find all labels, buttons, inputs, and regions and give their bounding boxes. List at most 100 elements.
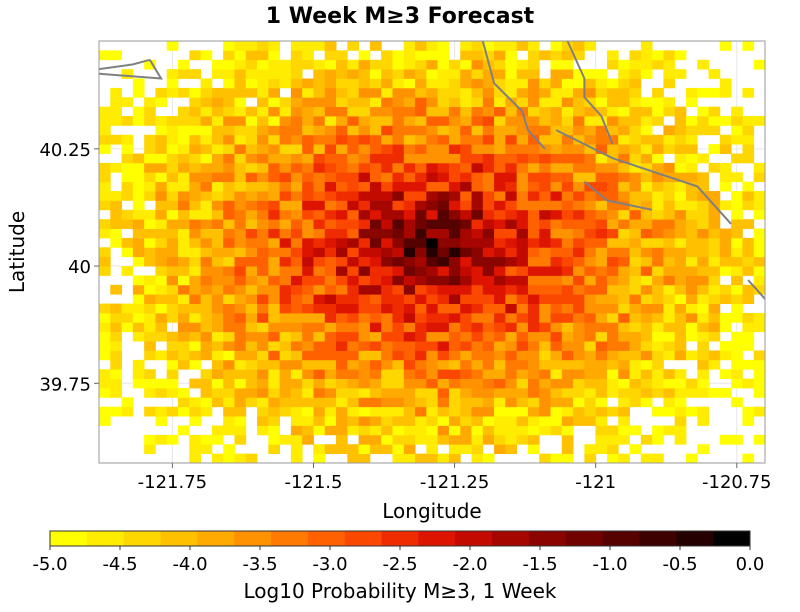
heatmap-cell (460, 284, 472, 295)
heatmap-cell (697, 416, 709, 426)
heatmap-cell (302, 78, 314, 89)
heatmap-cell (302, 341, 314, 351)
heatmap-cell (697, 406, 709, 417)
heatmap-cell (505, 200, 518, 211)
heatmap-cell (460, 369, 472, 379)
heatmap-cell (313, 453, 326, 464)
colorbar-swatch (234, 531, 272, 546)
heatmap-cell (573, 294, 585, 304)
heatmap-cell (731, 134, 743, 145)
heatmap-cell (268, 116, 281, 126)
heatmap-cell (663, 125, 676, 136)
heatmap-cell (121, 237, 134, 248)
heatmap-cell (674, 350, 687, 361)
heatmap-cell (268, 237, 281, 248)
heatmap-cell (223, 78, 235, 89)
heatmap-cell (561, 378, 574, 389)
heatmap-cell (336, 312, 348, 323)
heatmap-cell (234, 191, 247, 201)
heatmap-cell (674, 125, 687, 136)
heatmap-cell (437, 416, 450, 426)
heatmap-cell (629, 266, 642, 276)
heatmap-cell (595, 162, 608, 173)
heatmap-cell (494, 322, 506, 333)
heatmap-cell (302, 41, 314, 51)
heatmap-cell (211, 312, 224, 323)
heatmap-cell (527, 425, 540, 436)
heatmap-cell (302, 294, 314, 304)
heatmap-cell (324, 284, 337, 295)
heatmap-cell (211, 434, 224, 445)
heatmap-cell (606, 350, 619, 361)
heatmap-cell (426, 144, 439, 154)
heatmap-cell (381, 359, 393, 370)
heatmap-cell (369, 172, 382, 183)
heatmap-cell (448, 134, 461, 145)
heatmap-cell (697, 359, 709, 370)
heatmap-cell (358, 434, 371, 445)
heatmap-cell (505, 59, 518, 70)
heatmap-cell (697, 116, 709, 126)
heatmap-cell (245, 41, 258, 51)
heatmap-cell (200, 116, 213, 126)
heatmap-cell (505, 350, 518, 361)
heatmap-cell (268, 144, 281, 154)
heatmap-cell (358, 247, 371, 258)
heatmap-cell (606, 387, 619, 398)
heatmap-cell (313, 369, 326, 379)
heatmap-cell (110, 369, 122, 379)
heatmap-cell (290, 387, 303, 398)
heatmap-cell (685, 97, 698, 108)
x-tick-label: -120.75 (702, 472, 771, 493)
heatmap-cell (211, 144, 224, 154)
heatmap-cell (539, 116, 551, 126)
heatmap-cell (606, 406, 619, 417)
heatmap-cell (606, 444, 619, 455)
heatmap-cell (663, 266, 676, 276)
heatmap-cell (640, 97, 653, 108)
heatmap-cell (200, 434, 213, 445)
heatmap-cell (505, 256, 518, 267)
heatmap-cell (415, 191, 427, 201)
heatmap-cell (178, 87, 190, 98)
heatmap-cell (573, 406, 585, 417)
heatmap-cell (685, 350, 698, 361)
heatmap-cell (211, 162, 224, 173)
heatmap-cell (155, 162, 168, 173)
colorbar (49, 530, 751, 547)
heatmap-cell (381, 294, 393, 304)
heatmap-cell (257, 97, 269, 108)
heatmap-cell (437, 406, 450, 417)
heatmap-cell (369, 144, 382, 154)
heatmap-cell (663, 50, 676, 61)
heatmap-cell (663, 209, 676, 220)
heatmap-cell (482, 331, 495, 342)
heatmap-cell (539, 359, 551, 370)
heatmap-cell (178, 397, 190, 408)
heatmap-cell (110, 116, 122, 126)
heatmap-cell (494, 41, 506, 51)
heatmap-cell (674, 275, 687, 286)
heatmap-cell (437, 181, 450, 192)
heatmap-cell (245, 50, 258, 61)
heatmap-cell (640, 397, 653, 408)
heatmap-cell (742, 312, 755, 323)
heatmap-cell (561, 303, 574, 314)
heatmap-cell (629, 69, 642, 79)
heatmap-cell (426, 181, 439, 192)
heatmap-cell (166, 303, 179, 314)
heatmap-cell (471, 275, 484, 286)
heatmap-cell (527, 162, 540, 173)
heatmap-cell (437, 237, 450, 248)
heatmap-cell (347, 191, 360, 201)
heatmap-cell (539, 181, 551, 192)
heatmap-cell (652, 191, 664, 201)
heatmap-cell (223, 341, 235, 351)
heatmap-cell (460, 444, 472, 455)
heatmap-cell (561, 69, 574, 79)
heatmap-cell (606, 275, 619, 286)
heatmap-cell (573, 331, 585, 342)
heatmap-cell (460, 50, 472, 61)
heatmap-cell (155, 266, 168, 276)
heatmap-cell (132, 378, 145, 389)
